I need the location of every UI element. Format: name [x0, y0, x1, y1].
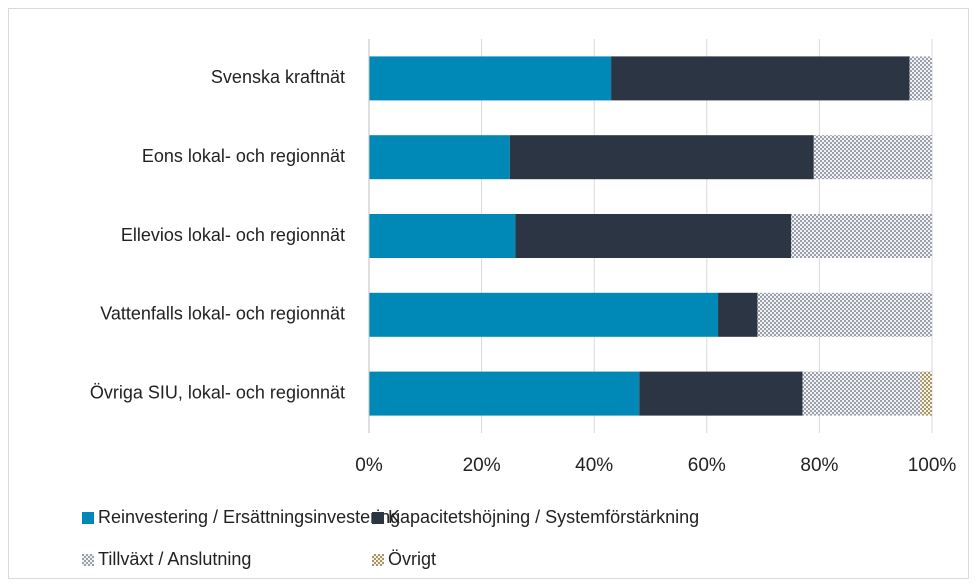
x-tick-label: 60%	[688, 455, 726, 476]
legend-label: Kapacitetshöjning / Systemförstärkning	[388, 507, 699, 527]
legend-swatch	[82, 512, 94, 524]
bar-segment	[515, 214, 792, 258]
bar-segment	[369, 371, 640, 416]
legend-label: Reinvestering / Ersättningsinvestering	[98, 507, 400, 527]
x-tick-label: 20%	[463, 455, 501, 476]
bar-segment	[813, 135, 932, 180]
bar-segment	[791, 214, 932, 258]
bar-segment	[369, 135, 510, 180]
bar-segment	[369, 292, 719, 337]
bar-segment	[369, 214, 516, 258]
x-tick-label: 0%	[355, 455, 383, 476]
legend-swatch	[372, 554, 384, 566]
bar-segment	[509, 135, 814, 180]
y-tick-label: Ellevios lokal- och regionnät	[121, 225, 345, 245]
bar-segment	[802, 371, 921, 416]
bar-segment	[611, 56, 910, 101]
x-tick-label: 100%	[908, 455, 957, 476]
y-tick-label: Eons lokal- och regionnät	[142, 146, 345, 166]
bar-segment	[718, 292, 758, 337]
bar-segment	[920, 371, 932, 416]
y-tick-label: Vattenfalls lokal- och regionnät	[100, 304, 345, 324]
bar-segment	[757, 292, 932, 337]
legend-swatch	[372, 512, 384, 524]
y-tick-label: Övriga SIU, lokal- och regionnät	[90, 382, 345, 402]
bar-segment	[369, 56, 612, 101]
legend-label: Tillväxt / Anslutning	[98, 549, 251, 569]
bar-segment	[639, 371, 803, 416]
bar-segment	[909, 56, 932, 101]
y-tick-label: Svenska kraftnät	[211, 67, 345, 87]
legend-swatch	[82, 554, 94, 566]
x-tick-label: 80%	[800, 455, 838, 476]
legend-label: Övrigt	[388, 549, 436, 569]
x-tick-label: 40%	[575, 455, 613, 476]
